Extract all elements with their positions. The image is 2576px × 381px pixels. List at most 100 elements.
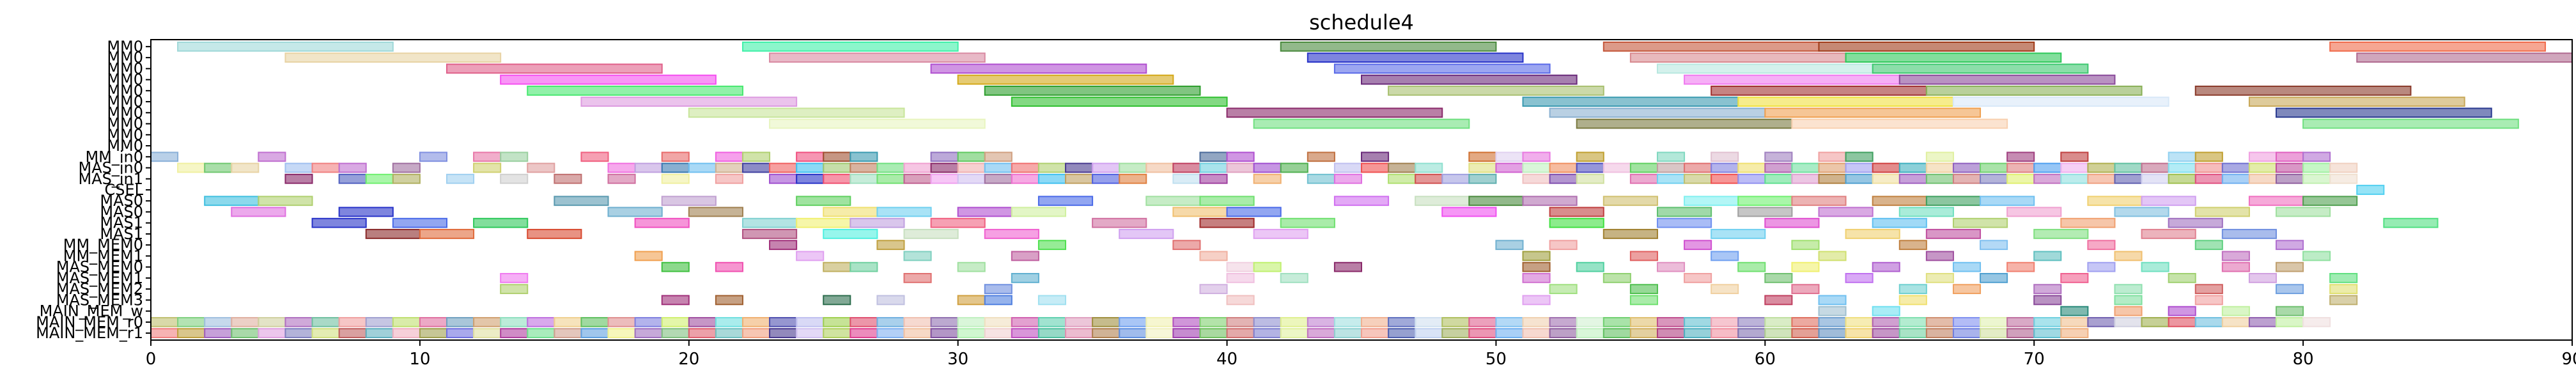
task-bar [204,316,233,327]
task-bar [1172,162,1201,173]
task-bar [876,316,905,327]
task-bar [769,173,798,184]
row-label: MAS1 [100,214,143,232]
task-bar [365,316,394,327]
task-bar [284,316,313,327]
row-label: MAS_MEM3 [56,291,143,309]
task-bar [850,261,878,272]
task-bar [1333,162,1363,173]
task-bar [607,316,636,327]
task-bar [1145,316,1174,327]
task-bar [850,162,878,173]
task-bar [1522,152,1551,162]
task-bar [796,217,851,228]
task-bar [446,328,475,339]
task-bar [1656,173,1686,184]
task-bar [1952,162,1982,173]
task-bar [1872,306,1900,316]
task-bar [1764,152,1793,162]
task-bar [661,173,690,184]
task-bar [2114,316,2143,327]
task-bar [392,328,421,339]
task-bar [1172,240,1201,251]
task-bar [1872,217,1927,228]
task-bar [1441,328,1470,339]
task-bar [1576,261,1604,272]
task-bar [850,217,905,228]
task-bar [930,162,959,173]
task-bar [365,328,394,339]
task-bar [850,152,878,162]
task-bar [2221,306,2250,316]
task-bar [796,316,825,327]
task-bar [984,229,1039,239]
task-bar [1684,273,1712,283]
task-bar [1092,173,1121,184]
task-bar [1495,240,1524,251]
task-bar [419,316,447,327]
row-label: MM_in0 [85,148,143,166]
task-bar [1952,97,2169,107]
task-bar [500,152,529,162]
task-bar [1872,63,2089,74]
task-bar [984,173,1013,184]
task-bar [1361,74,1578,85]
task-bar [500,273,529,283]
task-bar [823,173,851,184]
task-bar [1898,74,2116,85]
task-bar [2033,284,2062,295]
task-bar [338,328,367,339]
task-bar [2276,152,2304,162]
task-bar [2033,173,2062,184]
task-bar [1818,328,1847,339]
task-bar [823,152,851,162]
task-bar [2248,196,2304,206]
task-bar [1415,196,1470,206]
task-bar [2006,162,2035,173]
task-bar [1119,173,1147,184]
task-bar [1145,328,1174,339]
task-bar [1711,328,1739,339]
task-bar [1629,328,1658,339]
task-bar [1011,273,1039,283]
task-bar [1656,217,1712,228]
task-bar [2194,316,2223,327]
task-bar [2141,162,2169,173]
task-bar [1037,162,1067,173]
task-bar [634,328,663,339]
task-bar [957,295,986,306]
task-bar [2060,306,2089,316]
task-bar [2356,52,2573,63]
task-bar [1845,162,1874,173]
task-bar [715,152,743,162]
task-bar [473,328,502,339]
task-bar [1226,152,1255,162]
task-bar [957,152,986,162]
task-bar [1764,295,1793,306]
x-tick-label: 90 [2561,350,2576,369]
task-bar [957,206,1013,217]
task-bar [500,328,529,339]
task-bar [554,173,582,184]
task-bar [984,284,1013,295]
task-bar [1441,206,1497,217]
task-bar [1791,118,2008,129]
task-bar [2087,240,2116,251]
task-bar [1845,152,1874,162]
task-bar [1065,328,1094,339]
task-bar [284,173,313,184]
task-bars [150,42,2573,339]
task-bar [796,173,825,184]
task-bar [2194,295,2223,306]
task-bar [634,251,663,261]
task-bar [1522,162,1551,173]
row-label: MM0 [107,115,143,133]
task-bar [688,107,905,118]
task-bar [1361,316,1390,327]
row-label: MM0 [107,38,143,56]
task-bar [1307,52,1524,63]
task-bar [930,173,959,184]
row-label: CSEL [104,181,143,199]
task-bar [580,328,609,339]
task-bar [258,328,286,339]
